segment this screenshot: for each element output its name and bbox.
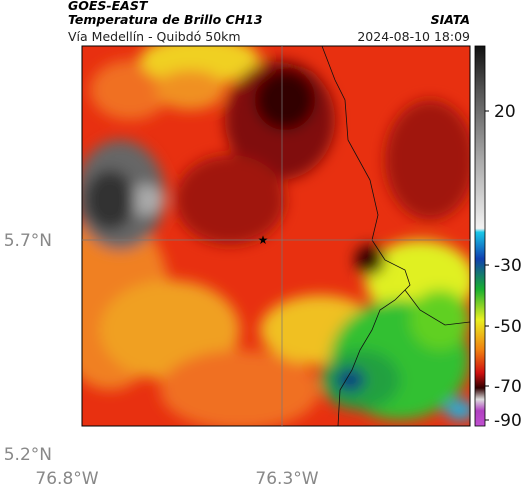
- colorbar-tick-label: -30: [494, 256, 522, 276]
- lon-label: 76.8°W: [35, 469, 98, 489]
- source-label: GOES-EAST: [68, 0, 149, 13]
- colorbar-tick-label: -70: [494, 377, 522, 397]
- map-frame: [81, 45, 471, 427]
- route-label: Vía Medellín - Quibdó 50km: [68, 29, 241, 44]
- location-star: ★: [258, 233, 269, 247]
- brightness-raster: [82, 46, 470, 426]
- timestamp: 2024-08-10 18:09: [357, 29, 470, 44]
- lat-label: 5.7°N: [4, 231, 52, 251]
- lon-label: 76.3°W: [255, 469, 318, 489]
- org-label: SIATA: [431, 12, 470, 27]
- product-title: Temperatura de Brillo CH13: [68, 12, 263, 27]
- colorbar-tick-label: -50: [494, 317, 522, 337]
- borders: [321, 46, 470, 426]
- colorbar-tick-label: -90: [494, 411, 522, 431]
- lat-label: 5.2°N: [4, 445, 52, 465]
- colorbar-ticks: [485, 110, 489, 421]
- colorbar-tick-label: 20: [494, 102, 516, 122]
- colorbar: [474, 45, 486, 427]
